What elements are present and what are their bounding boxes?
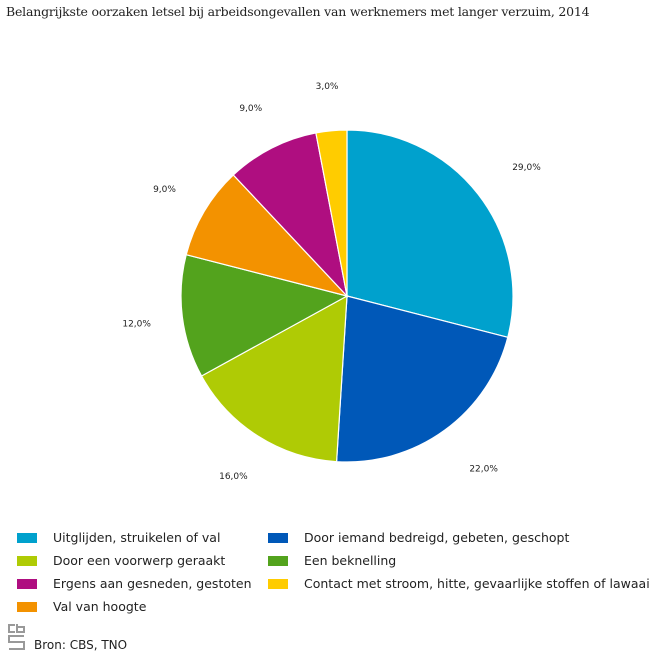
pie-slice: [200, 294, 348, 463]
data-label: 3,0%: [316, 82, 339, 92]
legend-label: Uitglijden, struikelen of val: [53, 530, 221, 545]
data-label: 9,0%: [153, 185, 176, 195]
legend-item: Contact met stroom, hitte, gevaarlijke s…: [268, 576, 650, 591]
legend-swatch: [17, 532, 37, 543]
legend-item: Door iemand bedreigd, gebeten, geschopt: [268, 530, 569, 545]
source-note: Bron: CBS, TNO: [34, 638, 128, 652]
legend-swatch: [17, 555, 37, 566]
legend-item: Een beknelling: [268, 553, 396, 568]
data-label: 29,0%: [512, 163, 541, 173]
legend-label: Val van hoogte: [53, 599, 147, 614]
data-label: 16,0%: [219, 472, 248, 482]
legend-item: Ergens aan gesneden, gestoten: [17, 576, 252, 591]
legend-label: Contact met stroom, hitte, gevaarlijke s…: [304, 576, 650, 591]
pie-slice: [315, 129, 348, 297]
legend-swatch: [268, 555, 288, 566]
pie-slice: [180, 253, 349, 377]
legend-label: Door een voorwerp geraakt: [53, 553, 226, 568]
pie-chart: 29,0% 22,0% 16,0% 12,0% 9,0% 9,0% 3,0%: [122, 82, 541, 482]
pie-slice: [335, 295, 509, 463]
legend-item: Uitglijden, struikelen of val: [17, 530, 220, 545]
legend-swatch: [268, 532, 288, 543]
legend-item: Val van hoogte: [17, 599, 146, 614]
legend-swatch: [268, 578, 288, 589]
legend-label: Ergens aan gesneden, gestoten: [53, 576, 252, 591]
data-label: 22,0%: [469, 465, 498, 475]
legend-label: Een beknelling: [304, 553, 397, 568]
chart-title: Belangrijkste oorzaken letsel bij arbeid…: [6, 4, 590, 19]
data-label: 9,0%: [239, 104, 262, 114]
legend-item: Door een voorwerp geraakt: [17, 553, 225, 568]
pie-slice: [185, 174, 349, 298]
data-label: 12,0%: [122, 320, 151, 330]
cbs-logo-icon: [8, 624, 25, 650]
legend-swatch: [17, 601, 37, 612]
legend-label: Door iemand bedreigd, gebeten, geschopt: [304, 530, 570, 545]
pie-slice: [346, 129, 514, 339]
legend-swatch: [17, 578, 37, 589]
pie-slice: [232, 132, 348, 298]
